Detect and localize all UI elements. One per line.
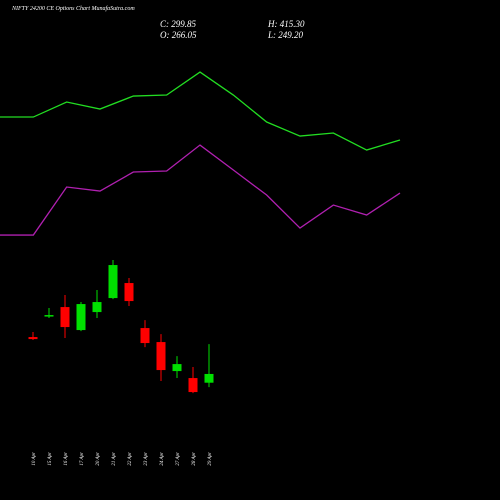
x-tick-label: 29 Apr bbox=[208, 452, 213, 466]
candle-body bbox=[28, 337, 38, 340]
high-label: H: 415.30 bbox=[267, 19, 305, 29]
candle-body bbox=[124, 283, 134, 302]
open-label: O: 266.05 bbox=[160, 30, 197, 40]
candle-body bbox=[140, 328, 150, 344]
candle-body bbox=[44, 315, 54, 317]
candle-body bbox=[108, 265, 118, 299]
x-tick-label: 15 Apr bbox=[48, 452, 53, 466]
candle-body bbox=[156, 342, 166, 371]
x-tick-label: 10 Apr bbox=[32, 452, 37, 466]
chart-title: NIFTY 24200 CE Options Chart MunafaSutra… bbox=[11, 5, 135, 12]
candle-body bbox=[60, 307, 70, 328]
x-tick-label: 23 Apr bbox=[144, 452, 149, 466]
close-label: C: 299.85 bbox=[160, 19, 197, 29]
x-tick-label: 16 Apr bbox=[64, 452, 69, 466]
candle-body bbox=[76, 304, 86, 331]
x-tick-label: 20 Apr bbox=[96, 452, 101, 466]
candle-body bbox=[92, 302, 102, 313]
low-label: L: 249.20 bbox=[267, 30, 304, 40]
candle-body bbox=[204, 373, 214, 383]
candle-body bbox=[188, 378, 198, 393]
indicator-line bbox=[0, 144, 401, 236]
x-tick-label: 22 Apr bbox=[128, 452, 133, 466]
x-tick-label: 24 Apr bbox=[160, 452, 165, 466]
x-tick-label: 28 Apr bbox=[192, 452, 197, 466]
x-tick-label: 27 Apr bbox=[176, 452, 181, 466]
indicator-line bbox=[0, 71, 401, 151]
x-tick-label: 17 Apr bbox=[80, 452, 85, 466]
candle-body bbox=[172, 364, 182, 372]
x-tick-label: 21 Apr bbox=[112, 452, 117, 466]
